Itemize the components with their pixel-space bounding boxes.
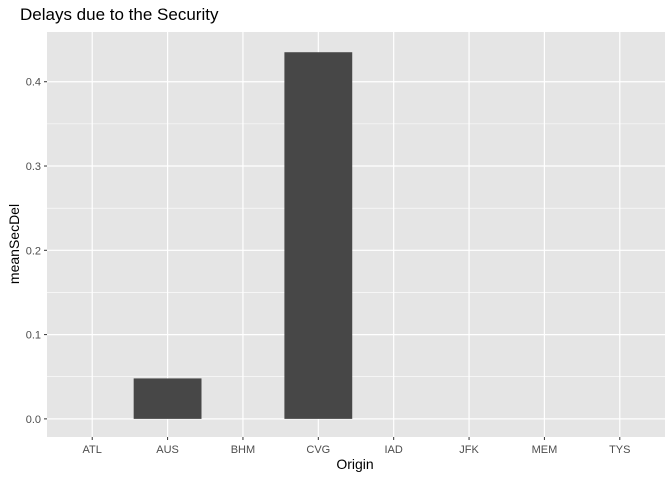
x-axis-title: Origin xyxy=(336,456,373,472)
bar-cvg xyxy=(284,52,353,419)
y-tick-label: 0.0 xyxy=(26,414,41,426)
y-tick-label: 0.1 xyxy=(26,330,41,342)
x-tick-label-jfk: JFK xyxy=(459,444,479,456)
plot-panel xyxy=(47,32,665,437)
chart-title: Delays due to the Security xyxy=(20,5,219,24)
x-tick-label-bhm: BHM xyxy=(231,444,255,456)
x-tick-label-iad: IAD xyxy=(385,444,403,456)
x-axis: ATL AUS BHM CVG IAD JFK MEM TYS xyxy=(83,437,630,456)
y-axis-title: meanSecDel xyxy=(6,204,22,284)
y-tick-label: 0.4 xyxy=(26,77,41,89)
x-tick-label-tys: TYS xyxy=(609,444,630,456)
y-tick-label: 0.3 xyxy=(26,161,41,173)
x-tick-label-aus: AUS xyxy=(156,444,179,456)
x-tick-label-cvg: CVG xyxy=(306,444,330,456)
bars xyxy=(133,52,353,419)
y-axis: 0.0 0.1 0.2 0.3 0.4 xyxy=(26,77,47,426)
bar-aus xyxy=(133,378,202,419)
y-tick-label: 0.2 xyxy=(26,245,41,257)
x-tick-label-atl: ATL xyxy=(83,444,102,456)
grid-minor xyxy=(47,123,665,378)
x-tick-label-mem: MEM xyxy=(532,444,558,456)
